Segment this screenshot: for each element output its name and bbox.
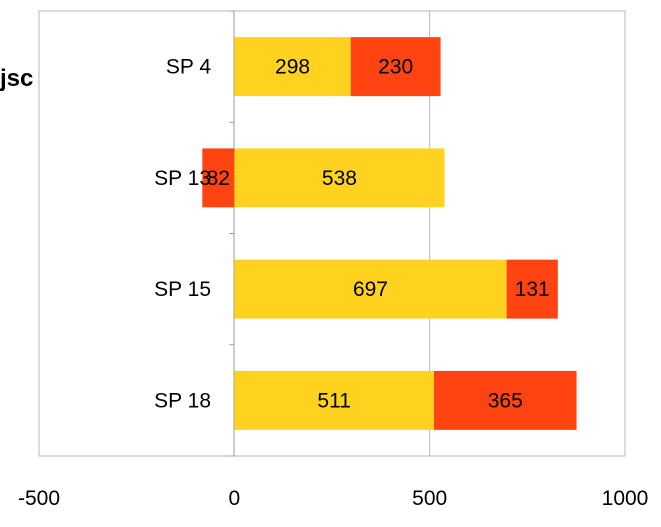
data-labels: 298 230 538 82 697 131 511 365	[207, 56, 550, 413]
bar-segment	[234, 37, 351, 97]
x-axis-tick-labels: -500 0 500 1000	[18, 487, 648, 510]
bar-segment	[350, 37, 441, 97]
category-label: SP 18	[154, 389, 211, 412]
bar-segment	[433, 370, 577, 430]
category-label: SP 13	[154, 167, 211, 190]
bars	[202, 37, 577, 430]
data-label: 298	[275, 56, 310, 79]
x-tick-label: 500	[412, 487, 447, 510]
category-axis-ticks	[229, 10, 235, 457]
bar-segment	[234, 148, 445, 208]
category-labels: SP 4 SP 13 SP 15 SP 18	[154, 56, 211, 413]
category-label: SP 15	[154, 278, 211, 301]
data-label: 538	[322, 167, 357, 190]
data-label: 511	[317, 389, 350, 412]
x-tick-label: 1000	[602, 487, 649, 510]
data-label: 230	[378, 56, 413, 79]
bar-segment	[234, 370, 434, 430]
data-label: 697	[353, 278, 388, 301]
category-label: SP 4	[166, 56, 211, 79]
x-tick-label: -500	[18, 487, 60, 510]
chart-title: jsc	[0, 65, 33, 92]
x-tick-label: 0	[228, 487, 240, 510]
bar-segment	[202, 148, 235, 208]
data-label: 365	[488, 389, 523, 412]
data-label: 82	[207, 167, 230, 190]
bar-segment	[506, 259, 558, 319]
bar-segment	[234, 259, 507, 319]
data-label: 131	[515, 278, 550, 301]
